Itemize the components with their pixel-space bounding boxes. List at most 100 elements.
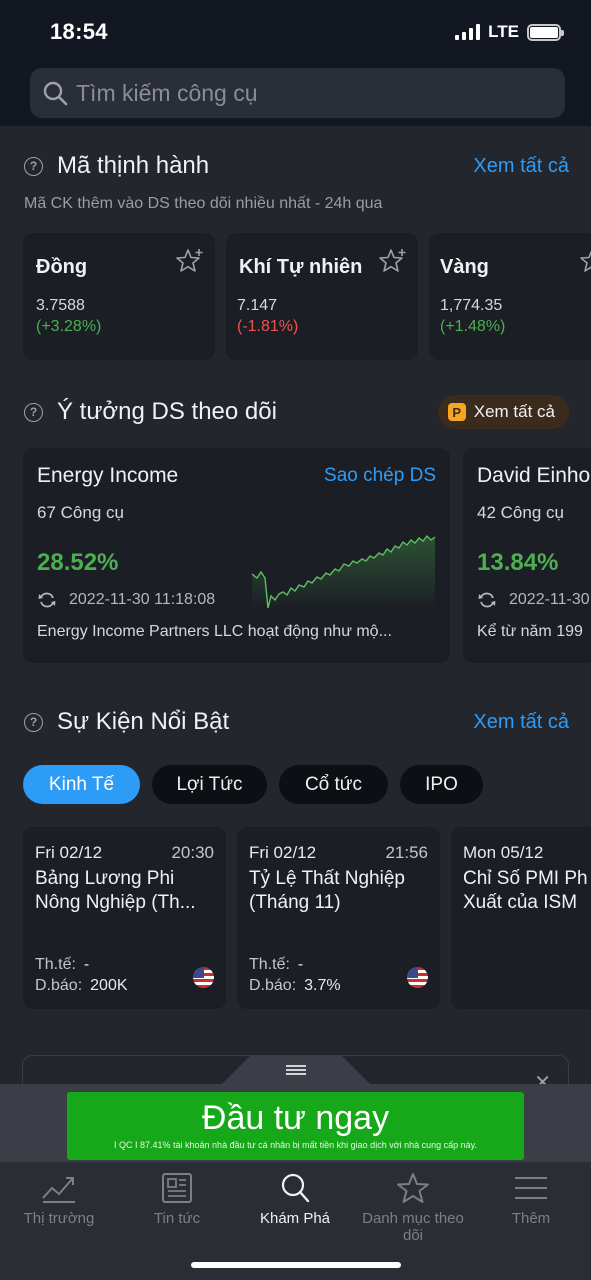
forecast-value: 3.7% <box>304 977 341 994</box>
trending-title: Mã thịnh hành <box>57 152 210 179</box>
us-flag-icon <box>193 967 214 988</box>
top-bar: 18:54 LTE <box>0 0 591 126</box>
event-title: Tỷ Lệ Thất Nghiệp (Tháng 11) <box>249 868 405 913</box>
event-actual-row: Th.tế: - <box>249 956 303 974</box>
search-bar[interactable] <box>30 68 565 118</box>
ad-disclaimer: I QC I 87.41% tài khoản nhà đầu tư cá nh… <box>114 1140 477 1150</box>
us-flag-icon <box>407 967 428 988</box>
menu-icon <box>515 1177 547 1199</box>
help-icon[interactable]: ? <box>24 402 43 422</box>
event-forecast-row: D.báo: 200K <box>35 977 128 995</box>
instrument-name: Khí Tự nhiên <box>239 256 363 278</box>
event-card-ism-pmi[interactable]: Mon 05/12 Chỉ Số PMI Ph Xuất của ISM <box>451 827 591 1009</box>
nav-label: Tin tức <box>153 1210 201 1227</box>
ad-expand-handle[interactable] <box>221 1055 371 1085</box>
event-card-nonfarm-payrolls[interactable]: Fri 02/12 20:30 Bảng Lương Phi Nông Nghi… <box>23 827 226 1009</box>
watchlist-card-david-einhorn[interactable]: David Einho 42 Công cụ 13.84% 2022-11-30… <box>463 448 591 663</box>
network-type: LTE <box>488 22 519 41</box>
instrument-price: 7.147 <box>237 297 278 314</box>
add-to-watchlist-icon[interactable] <box>579 247 591 277</box>
events-see-all-link[interactable]: Xem tất cả <box>473 710 569 733</box>
trending-header: ? Mã thịnh hành Xem tất cả <box>24 152 569 180</box>
pro-icon: P <box>447 403 466 421</box>
status-indicators: LTE <box>455 22 564 42</box>
actual-value: - <box>297 956 304 973</box>
tab-ipo[interactable]: IPO <box>400 765 483 804</box>
search-icon <box>281 1173 310 1203</box>
forecast-value: 200K <box>90 977 128 994</box>
trending-card-copper[interactable]: Đồng 3.7588 (+3.28%) <box>23 233 215 360</box>
add-to-watchlist-icon[interactable] <box>175 247 205 277</box>
events-title: Sự Kiện Nổi Bật <box>57 708 230 735</box>
add-to-watchlist-icon[interactable] <box>378 247 408 277</box>
nav-explore[interactable]: Khám Phá <box>236 1172 354 1227</box>
instrument-count: 67 Công cụ <box>37 503 124 522</box>
instrument-price: 1,774.35 <box>440 297 503 314</box>
trending-see-all-link[interactable]: Xem tất cả <box>473 154 569 177</box>
nav-label: Danh mục theo dõi <box>362 1210 464 1244</box>
trending-subtitle: Mã CK thêm vào DS theo dõi nhiều nhất - … <box>24 195 383 212</box>
home-indicator <box>191 1262 401 1268</box>
trending-card-gold[interactable]: Vàng 1,774.35 (+1.48%) <box>429 233 591 360</box>
event-title: Bảng Lương Phi Nông Nghiệp (Th... <box>35 868 196 913</box>
ad-cta-label: Đầu tư ngay <box>201 1099 390 1137</box>
updated-timestamp-row: 2022-11-30 11:18:08 <box>37 590 215 610</box>
tab-earnings[interactable]: Lợi Tức <box>152 765 267 804</box>
event-card-unemployment-rate[interactable]: Fri 02/12 21:56 Tỷ Lệ Thất Nghiệp (Tháng… <box>237 827 440 1009</box>
instrument-price: 3.7588 <box>36 297 85 314</box>
watchlist-name: Energy Income <box>37 464 179 487</box>
battery-icon <box>527 23 564 41</box>
actual-value: - <box>83 956 90 973</box>
chart-icon <box>42 1177 75 1203</box>
signal-icon <box>455 24 481 40</box>
refresh-icon <box>38 592 56 608</box>
event-date: Fri 02/12 <box>35 843 103 862</box>
nav-watchlist[interactable]: Danh mục theo dõi <box>354 1172 472 1244</box>
nav-label: Thêm <box>511 1210 551 1227</box>
trending-card-natural-gas[interactable]: Khí Tự nhiên 7.147 (-1.81%) <box>226 233 418 360</box>
forecast-label: D.báo: <box>35 977 83 994</box>
actual-label: Th.tế: <box>35 956 76 973</box>
watchlist-description: Energy Income Partners LLC hoạt động như… <box>37 623 392 640</box>
search-icon <box>43 81 68 106</box>
instrument-change: (+3.28%) <box>36 318 102 335</box>
event-forecast-row: D.báo: 3.7% <box>249 977 341 995</box>
star-icon <box>397 1173 429 1203</box>
events-header: ? Sự Kiện Nổi Bật Xem tất cả <box>24 708 569 736</box>
updated-time: 2022-11-30 <box>509 591 590 608</box>
refresh-icon <box>478 592 496 608</box>
bottom-nav: Thị trường Tin tức Khám Phá Danh mục the… <box>0 1162 591 1280</box>
nav-markets[interactable]: Thị trường <box>0 1172 118 1227</box>
event-time: 21:56 <box>385 843 428 862</box>
actual-label: Th.tế: <box>249 956 290 973</box>
watchlist-name: David Einho <box>477 464 591 487</box>
ad-invest-button[interactable]: Đầu tư ngay I QC I 87.41% tài khoản nhà … <box>67 1092 524 1160</box>
forecast-label: D.báo: <box>249 977 297 994</box>
watchlist-card-energy-income[interactable]: Energy Income Sao chép DS 67 Công cụ 28.… <box>23 448 450 663</box>
event-time: 20:30 <box>171 843 214 862</box>
watchlist-description: Kể từ năm 199 <box>477 623 583 640</box>
help-icon[interactable]: ? <box>24 712 43 732</box>
tab-dividends[interactable]: Cổ tức <box>279 765 388 804</box>
updated-timestamp-row: 2022-11-30 <box>477 590 590 610</box>
event-date: Mon 05/12 <box>463 843 544 862</box>
search-input[interactable] <box>76 79 536 107</box>
nav-news[interactable]: Tin tức <box>118 1172 236 1227</box>
news-icon <box>162 1173 192 1203</box>
instrument-name: Đồng <box>36 256 88 278</box>
event-date: Fri 02/12 <box>249 843 317 862</box>
watchlist-return: 28.52% <box>37 549 119 576</box>
watchlist-see-all-label: Xem tất cả <box>473 402 555 421</box>
watchlist-see-all-button[interactable]: P Xem tất cả <box>437 395 569 429</box>
performance-sparkline <box>251 534 436 610</box>
watchlist-return: 13.84% <box>477 549 559 576</box>
event-title: Chỉ Số PMI Ph Xuất của ISM <box>463 868 588 913</box>
tab-economy[interactable]: Kinh Tế <box>23 765 140 804</box>
help-icon[interactable]: ? <box>24 156 43 176</box>
watchlist-ideas-title: Ý tưởng DS theo dõi <box>57 398 277 425</box>
instrument-count: 42 Công cụ <box>477 503 564 522</box>
nav-more[interactable]: Thêm <box>472 1172 590 1227</box>
copy-watchlist-button[interactable]: Sao chép DS <box>324 465 436 486</box>
instrument-change: (+1.48%) <box>440 318 506 335</box>
instrument-change: (-1.81%) <box>237 318 299 335</box>
